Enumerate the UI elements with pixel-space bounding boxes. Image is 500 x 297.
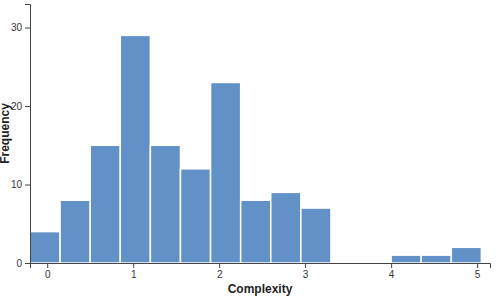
histogram-bar [451, 247, 481, 263]
histogram-bar [120, 35, 150, 263]
tick-mark [25, 106, 30, 107]
axis-line [25, 5, 31, 264]
histogram-bar [241, 200, 271, 263]
tick: 30 [11, 22, 30, 33]
tick: 2 [217, 263, 223, 280]
plot: 0 1 2 3 4 5 0 10 20 30 [11, 5, 491, 281]
tick-mark [133, 263, 134, 268]
tick-label: 3 [303, 269, 309, 280]
tick: 10 [11, 179, 30, 190]
histogram-bar [421, 255, 451, 263]
tick: 0 [16, 258, 30, 269]
histogram-bar [271, 192, 301, 263]
y-axis: 0 10 20 30 [11, 5, 31, 269]
x-axis-title: Complexity [228, 282, 293, 296]
bars [30, 35, 481, 263]
histogram-bar [150, 145, 180, 263]
tick: 3 [303, 263, 309, 280]
histogram-bar [391, 255, 421, 263]
histogram-bar [211, 82, 241, 263]
histogram-bar [90, 145, 120, 263]
chart: 0 1 2 3 4 5 0 10 20 30 Complexity Frequency [0, 0, 500, 297]
histogram-bar [180, 169, 210, 263]
x-axis: 0 1 2 3 4 5 [31, 263, 491, 280]
y-axis-title: Frequency [0, 103, 12, 164]
tick-mark [305, 263, 306, 268]
tick-label: 30 [11, 22, 23, 33]
tick-mark [25, 28, 30, 29]
tick: 1 [131, 263, 137, 280]
tick-label: 0 [45, 269, 51, 280]
tick-label: 20 [11, 101, 23, 112]
tick-label: 1 [131, 269, 137, 280]
histogram-bar [60, 200, 90, 263]
histogram-bar [30, 232, 60, 263]
tick-label: 4 [389, 269, 395, 280]
tick-mark [25, 185, 30, 186]
tick-label: 5 [475, 269, 481, 280]
tick-mark [25, 263, 30, 264]
histogram-bar [301, 208, 331, 263]
tick: 5 [475, 263, 481, 280]
tick: 20 [11, 101, 30, 112]
tick-mark [477, 263, 478, 268]
tick-label: 2 [217, 269, 223, 280]
tick-mark [219, 263, 220, 268]
tick-label: 10 [11, 179, 23, 190]
tick-label: 0 [16, 258, 22, 269]
tick: 0 [45, 263, 51, 280]
axis-line [31, 264, 491, 269]
histogram-bar [331, 262, 361, 263]
histogram-bar [361, 262, 391, 263]
tick-mark [391, 263, 392, 268]
tick: 4 [389, 263, 395, 280]
tick-mark [47, 263, 48, 268]
